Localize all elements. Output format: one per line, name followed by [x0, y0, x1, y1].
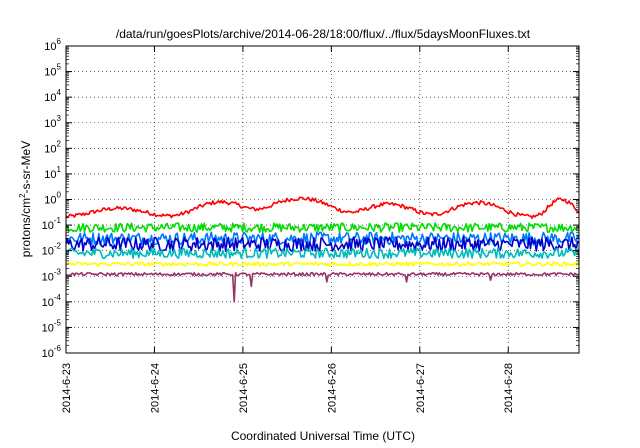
y-tick-label: 106 — [44, 37, 61, 53]
x-tick-label: 2014-6-27 — [415, 363, 427, 413]
y-axis: 10-6 10-5 10-4 10-3 10-2 10-1 100 101 102 103 104 1… — [42, 37, 579, 360]
x-tick-label: 2014-6-24 — [149, 363, 161, 413]
y-tick-label: 10-4 — [42, 293, 62, 309]
y-tick-label: 105 — [44, 63, 61, 79]
x-tick-label: 2014-6-28 — [503, 363, 515, 413]
y-tick-label: 102 — [44, 139, 61, 155]
y-tick-label: 103 — [44, 114, 61, 130]
x-tick-label: 2014-6-23 — [61, 363, 73, 413]
x-tick-label: 2014-6-25 — [238, 363, 250, 413]
x-tick-label: 2014-6-26 — [326, 363, 338, 413]
x-axis: 2014-6-23 2014-6-24 2014-6-25 2014-6-26 2014… — [61, 46, 515, 413]
series-line-3 — [65, 231, 580, 246]
series-line-6 — [65, 261, 580, 267]
grid — [66, 46, 579, 353]
series-line-7 — [65, 271, 580, 303]
y-tick-label: 10-1 — [42, 216, 62, 232]
y-tick-label: 10-6 — [42, 344, 62, 360]
x-axis-title: Coordinated Universal Time (UTC) — [231, 429, 415, 443]
series-line-2 — [65, 222, 580, 233]
y-axis-title: protons/cm2-s-sr-MeV — [18, 141, 33, 257]
series-line-4 — [65, 236, 580, 253]
y-tick-label: 100 — [44, 191, 61, 207]
y-tick-label: 10-3 — [42, 267, 62, 283]
y-tick-label: 10-5 — [42, 318, 62, 334]
y-tick-label: 104 — [44, 88, 61, 104]
y-tick-label: 10-2 — [42, 242, 62, 258]
y-tick-label: 101 — [44, 165, 61, 181]
series-layer — [65, 196, 580, 303]
chart-title: /data/run/goesPlots/archive/2014-06-28/1… — [116, 27, 531, 41]
series-line-5 — [65, 247, 580, 260]
series-line-1 — [65, 196, 580, 219]
